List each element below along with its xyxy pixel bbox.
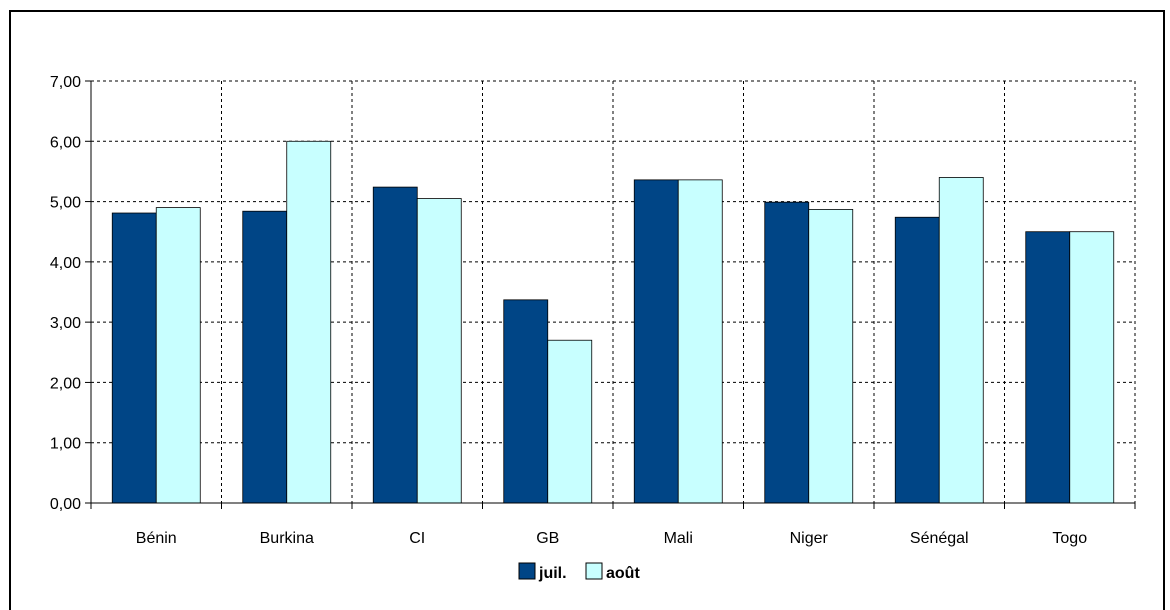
x-tick-label: Bénin — [136, 530, 177, 547]
legend: juil. août — [518, 562, 640, 582]
x-tick-label: Mali — [664, 530, 693, 547]
legend-label-1: août — [606, 565, 640, 582]
bars — [111, 140, 1115, 504]
bar-0-1 — [242, 210, 288, 504]
bar-1-3 — [547, 339, 593, 504]
bar-0-5 — [764, 201, 810, 504]
y-tick-label: 7,00 — [50, 74, 81, 91]
x-tick-label: GB — [536, 530, 559, 547]
bar-1-6 — [938, 177, 984, 504]
y-tick-label: 2,00 — [50, 375, 81, 392]
x-tick-labels: Bénin Burkina CI GB Mali Niger Sénégal Togo — [136, 530, 1087, 547]
axes — [85, 80, 1136, 509]
y-tick-label: 3,00 — [50, 315, 81, 332]
bar-0-7 — [1025, 231, 1071, 504]
y-tick-label: 1,00 — [50, 436, 81, 453]
y-tick-label: 6,00 — [50, 134, 81, 151]
bar-0-0 — [111, 212, 157, 504]
bar-1-5 — [808, 209, 854, 504]
x-tick-label: Sénégal — [910, 530, 969, 547]
bar-0-4 — [633, 179, 679, 504]
bar-1-0 — [155, 207, 201, 504]
legend-label-0: juil. — [538, 565, 567, 582]
bar-0-3 — [503, 299, 549, 504]
legend-swatch-0 — [518, 562, 536, 580]
y-tick-label: 0,00 — [50, 496, 81, 513]
y-tick-labels: 0,00 1,00 2,00 3,00 4,00 5,00 6,00 7,00 — [50, 74, 81, 513]
chart-frame — [9, 10, 1165, 610]
y-tick-label: 5,00 — [50, 195, 81, 212]
x-tick-label: Togo — [1052, 530, 1087, 547]
y-tick-label: 4,00 — [50, 255, 81, 272]
legend-swatch-1 — [585, 562, 603, 580]
x-tick-label: Niger — [790, 530, 829, 547]
bar-1-1 — [286, 140, 332, 504]
bar-1-7 — [1069, 231, 1115, 504]
bar-0-6 — [894, 216, 940, 504]
bar-1-2 — [416, 198, 462, 504]
x-tick-label: CI — [409, 530, 425, 547]
bar-0-2 — [372, 186, 418, 504]
x-tick-label: Burkina — [260, 530, 314, 547]
bar-1-4 — [677, 179, 723, 504]
